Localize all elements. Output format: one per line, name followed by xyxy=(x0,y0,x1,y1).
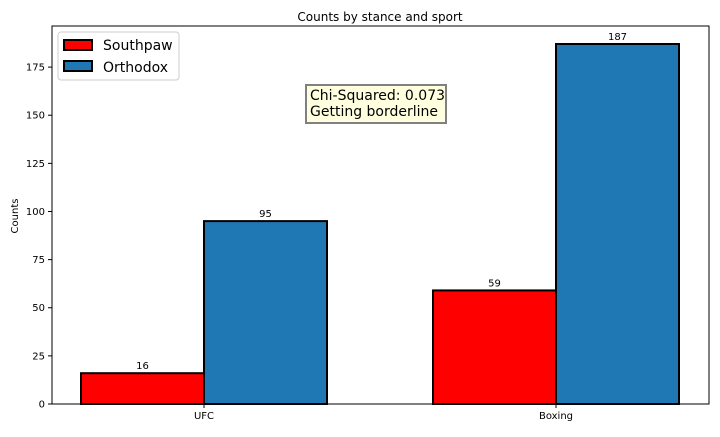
legend-swatch-southpaw xyxy=(63,39,93,51)
annotation-line-2: Getting borderline xyxy=(310,104,438,120)
annotation-line-1: Chi-Squared: 0.073 xyxy=(310,88,445,104)
y-tick-label: 125 xyxy=(26,159,45,170)
legend-swatch-orthodox xyxy=(63,60,93,72)
bar-southpaw-ufc xyxy=(80,372,205,406)
y-tick-label: 0 xyxy=(39,400,45,411)
plot-frame xyxy=(51,25,710,405)
bars xyxy=(80,43,680,406)
bar-value-labels: 16 95 59 187 xyxy=(136,32,627,372)
legend: Southpaw Orthodox xyxy=(57,31,180,81)
annotation-background xyxy=(305,84,447,124)
x-axis-ticks: UFC Boxing xyxy=(194,404,573,422)
bar-value-label: 187 xyxy=(608,32,627,43)
y-tick-label: 25 xyxy=(32,351,45,362)
bar-value-label: 59 xyxy=(488,278,501,289)
x-tick-label: UFC xyxy=(194,411,214,422)
y-tick-label: 50 xyxy=(32,303,45,314)
annotation-box: Chi-Squared: 0.073 Getting borderline xyxy=(305,84,447,124)
x-tick-label: Boxing xyxy=(539,411,573,422)
bar-value-label: 95 xyxy=(259,209,272,220)
legend-label-southpaw: Southpaw xyxy=(103,38,173,54)
y-tick-label: 75 xyxy=(32,255,45,266)
chart-title: Counts by stance and sport xyxy=(297,10,462,24)
legend-label-orthodox: Orthodox xyxy=(103,60,168,76)
bar-value-label: 16 xyxy=(136,361,149,372)
bar-orthodox-ufc xyxy=(203,220,328,405)
bar-southpaw-boxing xyxy=(432,289,557,405)
y-tick-label: 100 xyxy=(26,207,45,218)
y-tick-label: 175 xyxy=(26,63,45,74)
y-axis-ticks: 0 25 50 75 100 125 150 175 xyxy=(26,63,52,411)
y-axis-title: Counts xyxy=(10,199,21,234)
bar-orthodox-boxing xyxy=(555,43,680,405)
y-tick-label: 150 xyxy=(26,111,45,122)
